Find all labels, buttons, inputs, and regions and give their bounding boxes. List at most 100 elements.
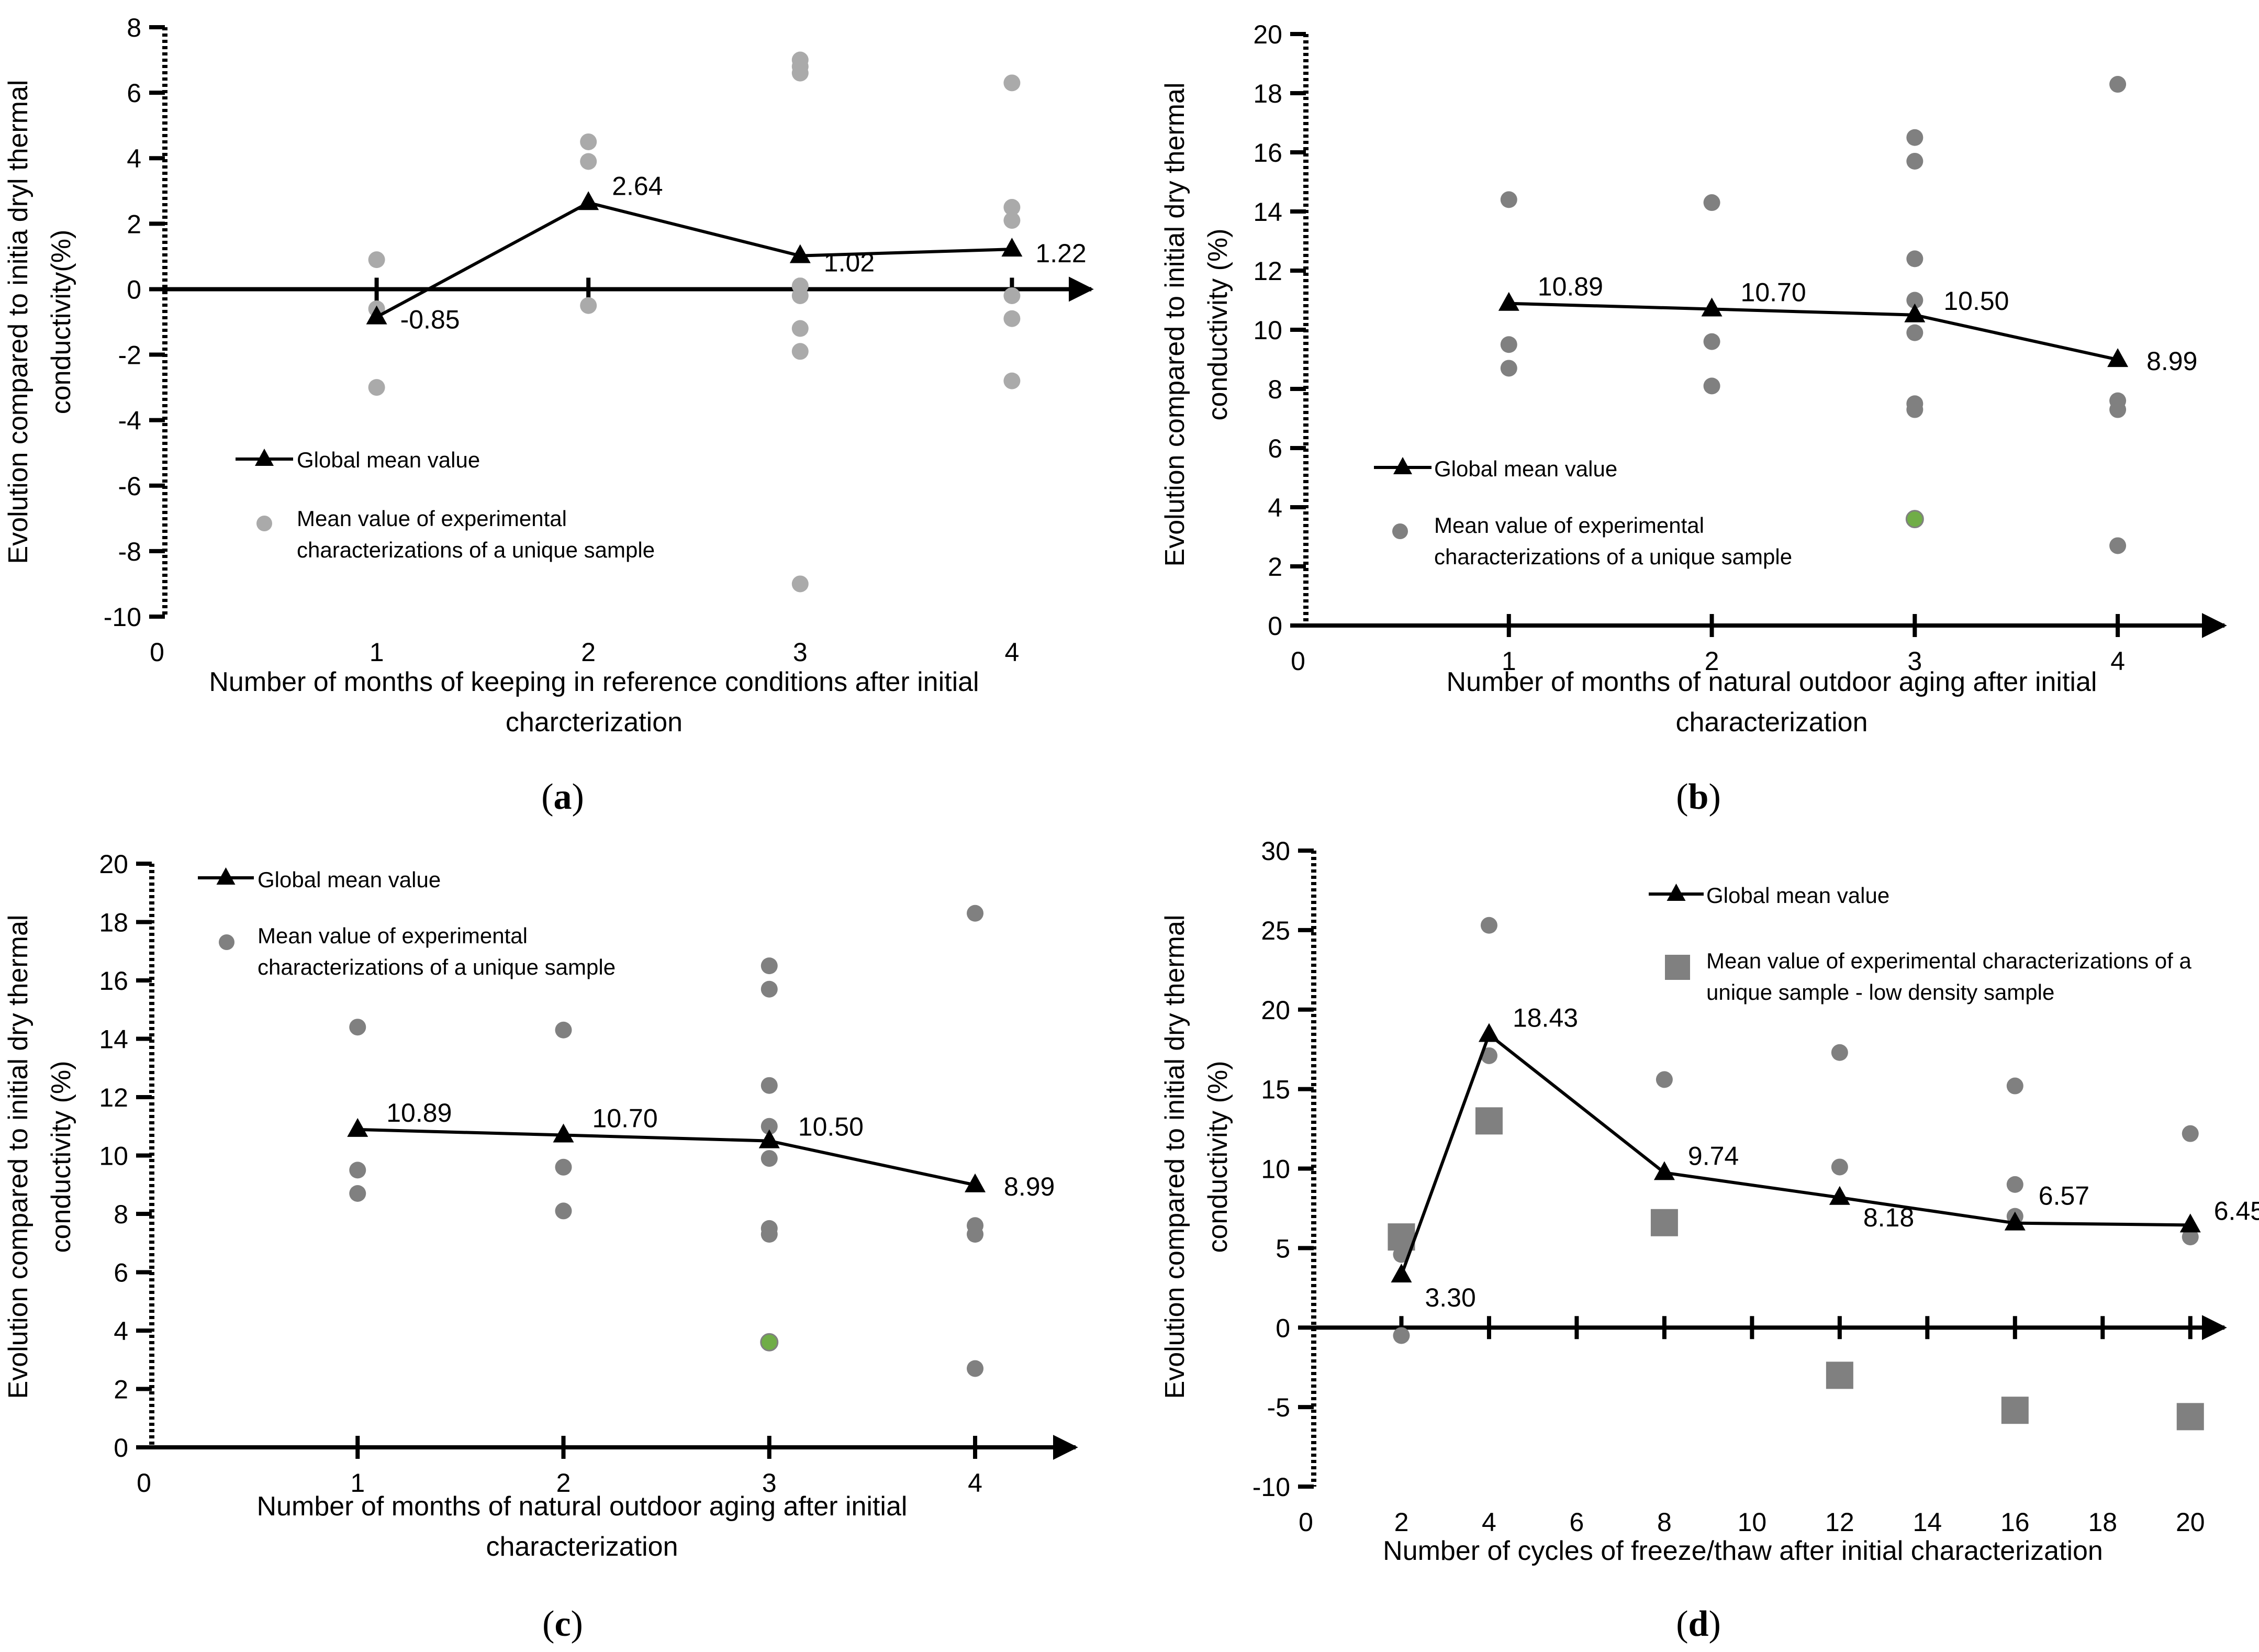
x-axis-title: characterization xyxy=(1675,707,1867,738)
mean-line xyxy=(376,201,1012,319)
legend-label-mean: Global mean value xyxy=(1434,456,1617,481)
scatter-point xyxy=(1500,360,1517,377)
scatter-point xyxy=(580,297,597,314)
scatter-point xyxy=(1500,336,1517,353)
scatter-point xyxy=(555,1202,572,1220)
y-tick-label: 10 xyxy=(1261,1155,1290,1184)
x-tick-label: 20 xyxy=(2176,1508,2205,1537)
scatter-point xyxy=(2109,537,2127,554)
legend-label-mean: Global mean value xyxy=(258,867,441,892)
mean-marker xyxy=(1478,1023,1500,1042)
x-tick-label: 3 xyxy=(762,1468,777,1498)
x-axis-title: Number of months of natural outdoor agin… xyxy=(1447,667,2097,697)
scatter-point xyxy=(791,287,809,304)
data-label: 6.57 xyxy=(2039,1181,2089,1211)
y-axis-title: Evolution compared to initial dry therma… xyxy=(1160,83,1190,567)
y-tick-label: 16 xyxy=(99,966,128,996)
scatter-point xyxy=(1500,191,1517,208)
mean-marker xyxy=(1001,238,1023,257)
scatter-point xyxy=(1906,401,1923,418)
x-tick-label: 1 xyxy=(350,1468,365,1498)
y-tick-label: 6 xyxy=(114,1258,128,1288)
chart-panel-a: -10 -8 -6 -4 -2 0 2 4 6 8 0 1 2 3 4 Evolution compared … xyxy=(3,13,1094,817)
x-tick-label: 2 xyxy=(1394,1508,1409,1537)
y-tick-label: 0 xyxy=(1276,1313,1290,1343)
scatter-point xyxy=(791,64,809,82)
scatter-point xyxy=(1906,129,1923,146)
x-tick-label: 8 xyxy=(1657,1508,1672,1537)
scatter-point xyxy=(1656,1071,1673,1088)
x-tick-label: 0 xyxy=(150,638,164,667)
scatter-point xyxy=(2109,76,2127,93)
x-tick-label: 0 xyxy=(1299,1508,1313,1537)
y-tick-label: 15 xyxy=(1261,1075,1290,1104)
scatter-point xyxy=(967,905,984,922)
x-tick-label: 18 xyxy=(2088,1508,2117,1537)
data-label: 18.43 xyxy=(1513,1003,1578,1032)
scatter-point xyxy=(2182,1125,2199,1142)
mean-marker xyxy=(1653,1161,1675,1180)
scatter-point xyxy=(1003,74,1021,92)
y-tick-label: -4 xyxy=(118,406,141,436)
chart-panel-d: -10 -5 0 5 10 15 20 25 30 0 2 4 6 8 10 12 14 16 18 20 Evolut… xyxy=(1160,836,2259,1644)
y-tick-label: 4 xyxy=(127,144,141,173)
mean-marker xyxy=(965,1173,986,1192)
legend-label-samples: characterizations of a unique sample xyxy=(258,955,616,979)
mean-marker xyxy=(553,1123,574,1143)
scatter-point xyxy=(761,1118,778,1135)
y-axis-title: conductivity (%) xyxy=(1203,229,1233,421)
x-tick-label: 4 xyxy=(1004,638,1019,667)
square-point xyxy=(1826,1361,1853,1389)
y-tick-label: 5 xyxy=(1276,1234,1290,1263)
mean-line xyxy=(1400,1032,2190,1276)
y-axis-title: Evolution compared to initia dryl therma… xyxy=(3,80,33,564)
x-tick-label: 14 xyxy=(1913,1508,1942,1537)
legend-triangle-icon xyxy=(1667,884,1686,901)
mean-marker xyxy=(578,191,599,210)
y-tick-label: -10 xyxy=(1252,1472,1290,1502)
mean-marker xyxy=(1829,1186,1850,1205)
scatter-point xyxy=(1906,292,1923,309)
y-axis-title: conductivity(%) xyxy=(46,230,76,415)
x-tick-label: 0 xyxy=(137,1468,151,1498)
x-tick-label: 0 xyxy=(1291,646,1305,676)
scatter-point xyxy=(349,1185,366,1202)
mean-marker xyxy=(1391,1264,1412,1283)
legend-label-samples: unique sample - low density sample xyxy=(1706,980,2054,1004)
mean-line xyxy=(1508,302,2118,361)
scatter-point xyxy=(1003,310,1021,327)
y-axis-title: conductivity (%) xyxy=(1203,1061,1233,1253)
panel-label: (a) xyxy=(541,777,584,817)
legend-label-samples: Mean value of experimental xyxy=(297,506,567,531)
x-tick-label: 1 xyxy=(1502,646,1516,676)
x-tick-label: 2 xyxy=(1705,646,1719,676)
data-label: 2.64 xyxy=(612,171,663,200)
x-axis-title: Number of cycles of freeze/thaw after in… xyxy=(1383,1536,2103,1566)
x-tick-label: 1 xyxy=(370,638,384,667)
scatter-point xyxy=(761,957,778,975)
x-tick-label: 2 xyxy=(581,638,596,667)
legend: Global mean value Mean value of experimen… xyxy=(1374,456,1792,569)
mean-marker xyxy=(2107,348,2129,367)
y-tick-label: 2 xyxy=(1268,552,1282,582)
x-axis-title: Number of months of keeping in reference… xyxy=(209,667,979,697)
mean-line xyxy=(357,1128,976,1187)
scatter-point xyxy=(368,251,385,269)
legend: Global mean value Mean value of experimen… xyxy=(236,448,655,562)
mean-marker xyxy=(2179,1213,2201,1233)
y-tick-label: 0 xyxy=(114,1433,128,1463)
y-tick-label: 8 xyxy=(114,1200,128,1229)
legend: Global mean value Mean value of experimen… xyxy=(198,867,616,979)
scatter-point xyxy=(791,575,809,593)
scatter-point xyxy=(1480,1047,1497,1064)
y-tick-label: 2 xyxy=(114,1375,128,1404)
legend-triangle-icon xyxy=(255,449,274,466)
scatter-point xyxy=(580,133,597,150)
y-tick-label: 0 xyxy=(127,275,141,304)
y-tick-label: -2 xyxy=(118,341,141,370)
data-label: 10.89 xyxy=(1538,272,1603,302)
mean-marker xyxy=(1498,292,1519,311)
x-tick-label: 2 xyxy=(556,1468,571,1498)
x-tick-label: 3 xyxy=(793,638,808,667)
data-label: 8.99 xyxy=(1004,1172,1055,1201)
